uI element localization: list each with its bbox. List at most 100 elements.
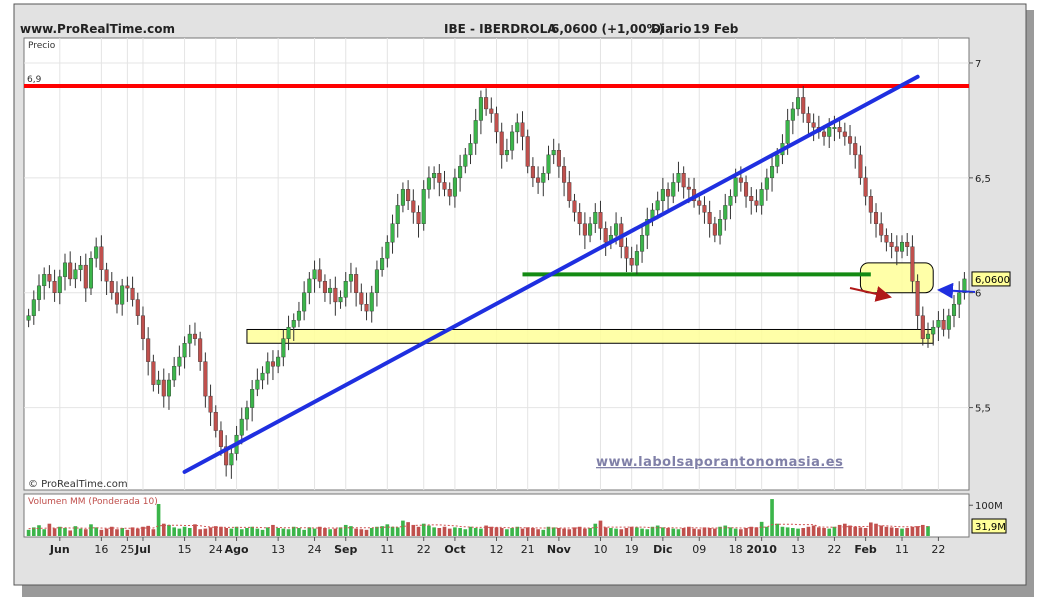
trendline	[182, 74, 920, 474]
volume-bar	[364, 529, 369, 536]
candle-body	[822, 131, 827, 137]
candle-body	[406, 189, 411, 202]
time-tick-label: 16	[94, 543, 108, 556]
candle-body	[255, 379, 260, 390]
price-panel-label: Precio	[28, 41, 56, 51]
volume-bar	[125, 529, 130, 536]
candle-body	[317, 269, 322, 282]
candle-body	[198, 338, 203, 362]
resistance-label: 6,9	[27, 75, 42, 85]
candle-body	[811, 122, 816, 128]
candle-body	[541, 173, 546, 183]
volume-bar	[666, 528, 670, 536]
volume-bar	[884, 526, 889, 536]
volume-bar	[494, 527, 499, 536]
volume-bar	[650, 526, 655, 536]
volume-bar	[208, 527, 213, 536]
volume-bar	[401, 520, 405, 536]
candle-body	[182, 343, 187, 358]
volume-bar	[603, 527, 608, 536]
volume-bar	[416, 526, 421, 536]
candle-body	[759, 189, 764, 206]
volume-bar	[193, 524, 197, 536]
candle-body	[790, 108, 795, 121]
candle-body	[598, 212, 603, 229]
volume-bar	[614, 528, 618, 536]
candle-body	[910, 246, 915, 282]
volume-bar	[447, 528, 452, 536]
current-price-zone	[859, 262, 934, 294]
volume-bar	[655, 525, 660, 536]
candle-body	[567, 182, 572, 202]
volume-bar	[567, 529, 572, 536]
candle-body	[203, 361, 208, 397]
time-tick-label: Ago	[225, 543, 249, 556]
volume-bar	[577, 526, 582, 536]
candle-body	[884, 235, 889, 243]
candle-body	[941, 320, 946, 330]
candle-body	[369, 292, 374, 312]
candle-body	[530, 166, 535, 179]
volume-bar	[406, 522, 410, 536]
volume-bar	[671, 528, 676, 536]
candle-body	[525, 136, 530, 167]
candle-body	[660, 189, 665, 202]
candle-body	[655, 200, 660, 211]
candle-body	[151, 361, 156, 385]
volume-bar	[421, 523, 426, 536]
time-tick-label: 21	[521, 543, 535, 556]
price-axis: 7 6,5 6 5,5	[969, 59, 991, 415]
volume-bar	[130, 527, 135, 536]
volume-bar	[276, 528, 280, 536]
candle-body	[364, 304, 369, 312]
volume-bar	[889, 527, 894, 536]
candle-body	[832, 127, 837, 130]
volume-bar	[744, 528, 748, 536]
candle-body	[504, 150, 509, 156]
time-tick-label: 18	[729, 543, 743, 556]
support-zone	[246, 328, 934, 344]
time-tick-label: 22	[417, 543, 431, 556]
volume-bar	[312, 528, 317, 536]
volume-bar	[874, 523, 878, 536]
candle-body	[785, 120, 790, 144]
volume-bar	[572, 527, 577, 536]
volume-bars-layer	[26, 499, 930, 536]
volume-bar	[863, 528, 868, 536]
volume-bar	[354, 528, 358, 536]
volume-bar	[390, 526, 395, 536]
candle-body	[957, 292, 962, 305]
volume-bar	[510, 528, 514, 536]
volume-bar	[910, 526, 915, 536]
volume-bar	[588, 528, 592, 536]
volume-bar	[775, 523, 780, 536]
volume-bar	[479, 528, 483, 536]
candles-layer	[26, 85, 967, 479]
volume-bar	[395, 527, 400, 536]
time-tick-label: 09	[692, 543, 706, 556]
volume-bar	[99, 529, 104, 536]
candle-body	[738, 177, 743, 183]
volume-bar	[187, 528, 192, 536]
chart-period: Diario	[651, 22, 691, 36]
candle-body	[889, 241, 894, 247]
candle-body	[707, 212, 712, 224]
volume-bar	[291, 526, 296, 536]
candle-body	[645, 218, 650, 236]
candle-body	[936, 320, 941, 328]
candle-body	[250, 389, 255, 408]
candle-body	[208, 395, 213, 413]
volume-bar	[302, 529, 306, 536]
volume-bar	[458, 528, 462, 536]
candle-body	[728, 196, 733, 206]
candle-body	[224, 446, 229, 466]
volume-bar	[843, 523, 847, 536]
volume-bar	[697, 529, 702, 536]
candle-body	[629, 258, 634, 266]
candle-body	[520, 122, 525, 137]
candle-body	[229, 453, 234, 466]
candle-body	[603, 228, 608, 243]
candle-body	[130, 287, 135, 300]
